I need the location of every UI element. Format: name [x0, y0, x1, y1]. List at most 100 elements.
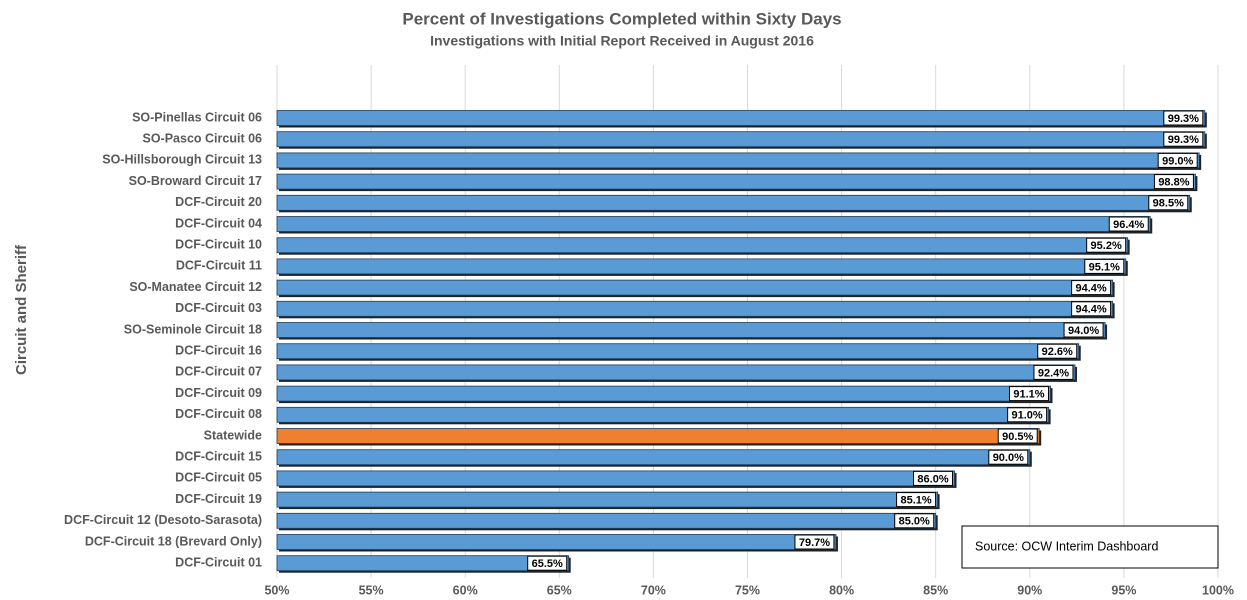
y-tick-label: SO-Pinellas Circuit 06 — [132, 110, 262, 124]
value-label-box — [894, 513, 935, 529]
value-label-box — [1163, 131, 1204, 147]
value-label: 96.4% — [1113, 219, 1144, 231]
bar — [276, 534, 837, 550]
value-label: 65.5% — [532, 558, 563, 570]
bar — [276, 491, 938, 508]
value-label-box — [1007, 407, 1048, 423]
value-label-box — [1071, 301, 1112, 317]
bar — [276, 216, 1151, 232]
bar — [276, 406, 1050, 423]
x-tick-label: 50% — [264, 583, 289, 597]
bar — [276, 152, 1200, 169]
x-tick-label: 55% — [359, 583, 384, 597]
y-tick-label: DCF-Circuit 18 (Brevard Only) — [85, 534, 262, 548]
x-tick-label: 75% — [735, 583, 760, 597]
x-tick-label: 90% — [1017, 583, 1042, 597]
y-tick-label: Statewide — [204, 428, 262, 442]
y-tick-label: DCF-Circuit 20 — [175, 195, 262, 209]
bar — [276, 449, 1031, 466]
value-label: 79.7% — [799, 537, 830, 549]
value-label: 85.1% — [900, 495, 931, 507]
value-label: 99.0% — [1162, 155, 1193, 167]
y-tick-label: DCF-Circuit 12 (Desoto-Sarasota) — [64, 513, 262, 527]
x-tick-label: 70% — [641, 583, 666, 597]
bar — [276, 237, 1129, 254]
y-tick-label: DCF-Circuit 19 — [175, 492, 262, 506]
value-label: 99.3% — [1168, 113, 1199, 125]
value-label-box — [1153, 174, 1194, 190]
y-tick-label: DCF-Circuit 03 — [175, 301, 262, 315]
value-label-box — [1009, 386, 1050, 402]
bar — [276, 555, 570, 572]
value-label-box — [527, 555, 568, 571]
y-tick-label: SO-Pasco Circuit 06 — [143, 131, 263, 145]
value-label: 91.0% — [1012, 410, 1043, 422]
y-tick-label: SO-Hillsborough Circuit 13 — [102, 153, 262, 167]
chart-title: Percent of Investigations Completed with… — [402, 9, 841, 28]
value-label: 98.5% — [1153, 198, 1184, 210]
bar — [276, 173, 1196, 190]
y-axis-title: Circuit and Sheriff — [13, 244, 30, 375]
value-label: 98.8% — [1158, 177, 1189, 189]
value-label-box — [1063, 322, 1104, 338]
value-label-box — [1157, 152, 1198, 168]
value-label-box — [913, 470, 954, 486]
value-label: 95.2% — [1091, 240, 1122, 252]
bar — [276, 194, 1191, 211]
value-label: 92.6% — [1042, 346, 1073, 358]
value-label-box — [1033, 364, 1074, 380]
y-tick-label: DCF-Circuit 07 — [175, 365, 262, 379]
value-label: 94.4% — [1076, 304, 1107, 316]
bar — [276, 364, 1076, 381]
annotation-box — [961, 525, 1219, 569]
value-label-box — [896, 492, 937, 508]
bar — [276, 428, 1040, 444]
value-label-box — [794, 534, 835, 550]
y-tick-label: DCF-Circuit 10 — [175, 237, 262, 251]
value-label: 95.1% — [1089, 261, 1120, 273]
value-label: 94.0% — [1068, 325, 1099, 337]
x-tick-label: 85% — [923, 583, 948, 597]
x-tick-label: 80% — [829, 583, 854, 597]
bar — [276, 385, 1051, 402]
value-label: 90.5% — [1002, 431, 1033, 443]
value-label: 85.0% — [899, 516, 930, 528]
value-label-box — [988, 449, 1029, 465]
value-label: 92.4% — [1038, 367, 1069, 379]
y-tick-label: SO-Seminole Circuit 18 — [124, 322, 262, 336]
x-tick-label: 95% — [1111, 583, 1136, 597]
bar — [276, 279, 1114, 296]
grid: 50% 55% 60% 65% 70% 75% 80% 85% 90% 95% 100% — [264, 65, 1234, 597]
value-label-box — [1086, 237, 1127, 253]
bar — [276, 258, 1127, 275]
y-tick-label: DCF-Circuit 16 — [175, 343, 262, 357]
value-label-box — [1108, 216, 1149, 232]
y-tick-label: DCF-Circuit 05 — [175, 471, 262, 485]
y-tick-label: DCF-Circuit 09 — [175, 386, 262, 400]
y-tick-label: DCF-Circuit 08 — [175, 407, 262, 421]
y-tick-label: SO-Broward Circuit 17 — [129, 174, 262, 188]
y-tick-label: DCF-Circuit 04 — [175, 216, 262, 230]
value-label: 94.4% — [1076, 283, 1107, 295]
y-tick-label: DCF-Circuit 11 — [176, 259, 262, 273]
value-label: 90.0% — [993, 452, 1024, 464]
y-tick-label: DCF-Circuit 01 — [175, 555, 262, 569]
y-tick-label: SO-Manatee Circuit 12 — [129, 280, 262, 294]
annotation: Source: OCW Interim Dashboard — [975, 539, 1158, 553]
x-tick-label: 60% — [453, 583, 478, 597]
bar — [276, 322, 1106, 338]
x-tick-label: 65% — [547, 583, 572, 597]
bar — [276, 343, 1080, 360]
y-tick-label: DCF-Circuit 15 — [175, 449, 262, 463]
bar — [276, 300, 1114, 317]
value-label-box — [1037, 343, 1078, 359]
value-label-box — [1084, 258, 1125, 274]
bars: SO-Pinellas Circuit 06 99.3% SO-Pasco Circ… — [64, 110, 1207, 573]
value-label: 86.0% — [917, 473, 948, 485]
bar — [276, 512, 937, 529]
x-tick-label: 100% — [1202, 583, 1234, 597]
chart-subtitle: Investigations with Initial Report Recei… — [430, 33, 814, 49]
value-label-box — [1071, 280, 1112, 296]
value-label-box — [1163, 110, 1204, 126]
